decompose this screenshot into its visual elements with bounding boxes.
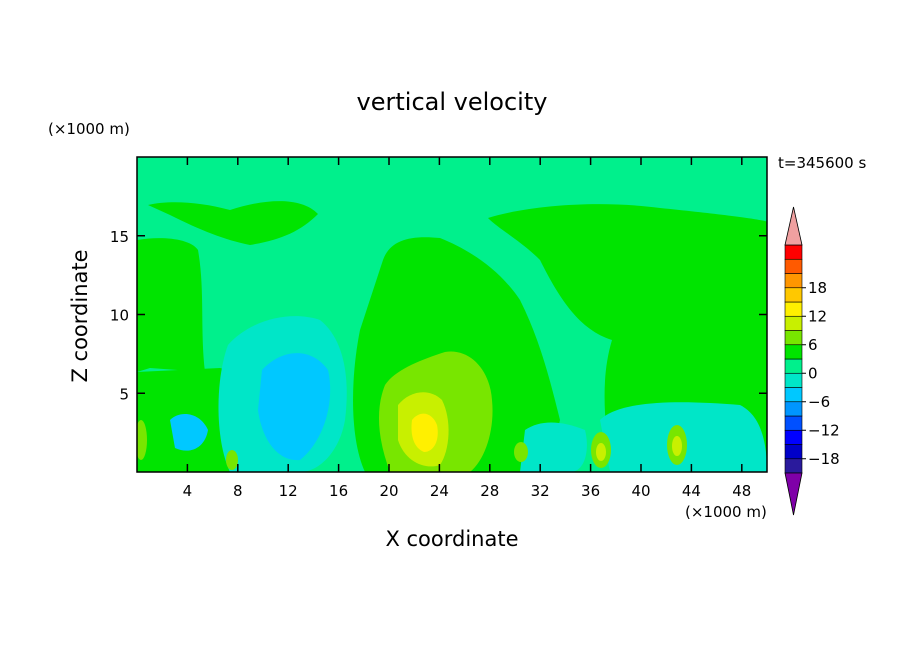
x-tick-label: 4 xyxy=(183,482,193,500)
y-tick-label: 15 xyxy=(110,228,129,246)
x-tick-label: 44 xyxy=(682,482,701,500)
x-tick-label: 20 xyxy=(379,482,398,500)
x-tick-label: 36 xyxy=(581,482,600,500)
field-cell-positive xyxy=(226,450,238,470)
x-axis-unit: (×1000 m) xyxy=(685,503,767,521)
colorbar-extend-low xyxy=(784,472,803,516)
colorbar-box xyxy=(784,315,803,331)
x-tick-label: 40 xyxy=(631,482,650,500)
x-axis-label: X coordinate xyxy=(0,527,904,551)
colorbar-tick-label: 6 xyxy=(808,336,818,354)
field-cell-positive xyxy=(137,420,147,460)
field-cell-positive xyxy=(672,436,682,456)
colorbar-box xyxy=(784,415,803,431)
field-region-cyan xyxy=(170,414,208,451)
field-region-green xyxy=(137,238,205,372)
field-region-yellow xyxy=(411,413,438,452)
colorbar-box xyxy=(784,344,803,360)
x-tick-label: 28 xyxy=(480,482,499,500)
field-region-green xyxy=(148,201,318,245)
colorbar-tick-label: 12 xyxy=(808,307,827,325)
x-tick-label: 16 xyxy=(329,482,348,500)
field-region-cyan xyxy=(520,422,587,472)
time-label: t=345600 s xyxy=(778,154,867,172)
x-tick-label: 24 xyxy=(430,482,449,500)
field-cell-positive xyxy=(514,442,528,462)
colorbar-extend-high xyxy=(784,206,803,246)
velocity-field xyxy=(137,157,767,472)
colorbar-box xyxy=(784,372,803,388)
colorbar-tick-label: 18 xyxy=(808,279,827,297)
x-tick-label: 32 xyxy=(531,482,550,500)
colorbar-box xyxy=(784,287,803,303)
y-axis-unit: (×1000 m) xyxy=(48,120,130,138)
colorbar-box xyxy=(784,258,803,274)
y-tick-label: 5 xyxy=(119,385,129,403)
field-region-cyan xyxy=(258,353,331,461)
colorbar-box xyxy=(784,301,803,317)
colorbar-box xyxy=(784,244,803,260)
x-tick-label: 8 xyxy=(233,482,243,500)
colorbar-tick-label: 0 xyxy=(808,364,818,382)
colorbar-tick-label: −6 xyxy=(808,393,830,411)
field-cell-positive xyxy=(596,443,606,461)
colorbar: 18 12 6 0 −6 −12 −18 xyxy=(784,206,840,516)
colorbar-box xyxy=(784,429,803,445)
colorbar-box xyxy=(784,358,803,374)
colorbar-box xyxy=(784,401,803,417)
x-ticks: 4 8 12 16 20 24 28 32 36 40 44 48 xyxy=(183,157,751,500)
colorbar-box xyxy=(784,330,803,346)
colorbar-box xyxy=(784,273,803,289)
colorbar-tick-label: −12 xyxy=(808,421,840,439)
colorbar-box xyxy=(784,444,803,460)
chart-title: vertical velocity xyxy=(356,88,548,116)
colorbar-tick-label: −18 xyxy=(808,450,840,468)
colorbar-box xyxy=(784,458,803,474)
y-tick-label: 10 xyxy=(110,307,129,325)
x-tick-label: 48 xyxy=(732,482,751,500)
y-ticks: 5 10 15 xyxy=(110,228,767,403)
x-tick-label: 12 xyxy=(279,482,298,500)
x-axis-label-text: X coordinate xyxy=(385,527,519,551)
colorbar-box xyxy=(784,387,803,403)
